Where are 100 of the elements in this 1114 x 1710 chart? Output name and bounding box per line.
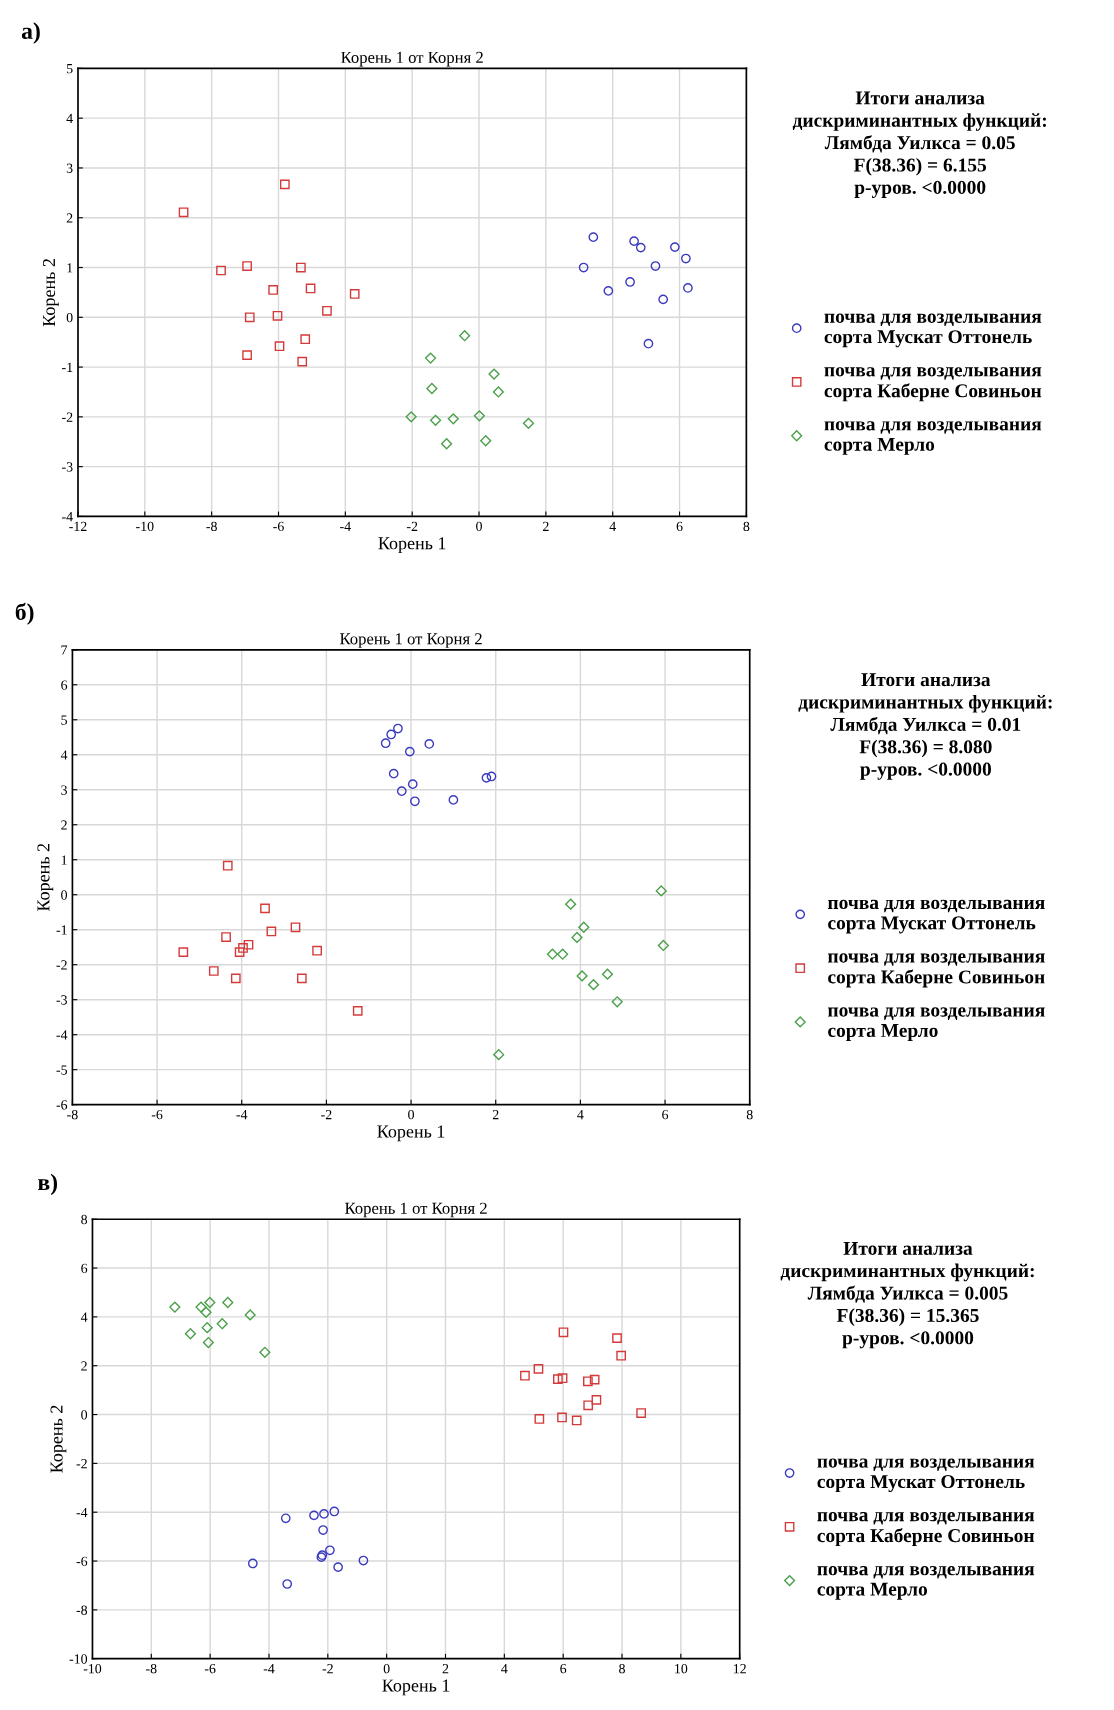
legend-label: почва для возделывания сорта Каберне Совиньон <box>824 367 1042 402</box>
point <box>589 1374 600 1385</box>
point <box>234 947 245 957</box>
x-tick-label: -2 <box>321 1109 332 1120</box>
point <box>259 1346 271 1358</box>
point <box>216 265 226 276</box>
point <box>266 926 277 937</box>
chart-title: Корень 1 от Корня 2 <box>344 1202 487 1218</box>
y-tick-label: 6 <box>61 680 68 690</box>
x-tick-label: 6 <box>662 1109 669 1120</box>
point <box>603 286 614 296</box>
y-tick-label: 0 <box>61 890 68 900</box>
point <box>459 330 471 342</box>
point <box>244 312 255 323</box>
point <box>636 1408 647 1418</box>
point <box>216 1318 228 1330</box>
y-tick-label: 2 <box>66 213 73 223</box>
point <box>601 968 614 980</box>
point <box>319 1509 329 1519</box>
point <box>333 1562 343 1573</box>
point <box>290 922 301 933</box>
point <box>588 232 599 243</box>
y-tick-label: -8 <box>76 1605 88 1615</box>
point <box>429 414 442 426</box>
point <box>571 931 583 944</box>
x-tick-label: 2 <box>492 1109 499 1120</box>
x-tick-label: -4 <box>340 521 351 531</box>
point <box>571 1415 582 1426</box>
legend-label: почва для возделывания сорта Каберне Совиньон <box>817 1511 1035 1547</box>
y-tick-label: -3 <box>56 995 68 1005</box>
point <box>576 970 588 982</box>
y-tick-label: 3 <box>66 163 73 173</box>
point <box>534 1414 545 1424</box>
y-tick-label: 8 <box>81 1214 88 1225</box>
point <box>297 356 308 367</box>
x-tick-label: -12 <box>69 521 87 531</box>
point <box>202 1336 214 1349</box>
y-tick-label: 3 <box>61 785 68 795</box>
point <box>486 771 497 782</box>
point <box>583 1376 593 1387</box>
point <box>410 796 420 807</box>
chart-title: Корень 1 от Корня 2 <box>339 633 482 648</box>
point <box>260 903 270 914</box>
point <box>481 772 492 783</box>
point <box>650 261 661 271</box>
x-axis-title: Корень 1 <box>377 1125 445 1142</box>
point <box>629 236 639 246</box>
y-tick-label: 2 <box>61 820 67 830</box>
y-tick-label: 5 <box>61 715 68 725</box>
legend-label: почва для возделывания сорта Мускат Оттонель <box>824 313 1042 348</box>
y-tick-label: 5 <box>66 64 73 74</box>
point <box>669 242 680 252</box>
point <box>587 979 600 991</box>
text: Итоги анализа дискриминантных функций: Лямбда Уилкса = 0.05 F(38.36) = 6.155 p-уров. <0.0000 <box>792 91 1046 198</box>
point <box>655 885 667 897</box>
point <box>625 277 635 287</box>
point <box>208 966 219 976</box>
point <box>204 1296 216 1309</box>
y-tick-label: -6 <box>56 1100 68 1110</box>
text: Итоги анализа дискриминантных функций: Лямбда Уилкса = 0.01 F(38.36) = 8.080 p-уров. <0.0000 <box>798 673 1052 780</box>
x-tick-label: -8 <box>146 1663 157 1674</box>
point <box>352 1006 363 1016</box>
x-tick-label: 6 <box>560 1664 567 1674</box>
point <box>393 723 403 734</box>
y-tick-label: -10 <box>69 1654 88 1664</box>
point <box>296 973 307 984</box>
text: в) <box>38 1173 58 1196</box>
point <box>522 417 535 429</box>
y-tick-label: -1 <box>62 362 73 372</box>
point <box>612 1333 622 1343</box>
point <box>349 289 360 299</box>
point <box>611 996 623 1008</box>
x-tick-label: 2 <box>543 521 549 531</box>
legend-label: почва для возделывания сорта Мерло <box>817 1566 1035 1600</box>
point <box>683 283 693 293</box>
point <box>520 1370 530 1381</box>
x-axis-title: Корень 1 <box>378 537 446 554</box>
y-tick-label: 4 <box>60 750 68 760</box>
point <box>325 1545 335 1556</box>
point <box>565 898 577 910</box>
text: Итоги анализа дискриминантных функций: Лямбда Уилкса = 0.005 F(38.36) = 15.365 p-уров. <0.0000 <box>780 1241 1034 1349</box>
point <box>221 932 231 942</box>
y-tick-label: 4 <box>66 113 73 123</box>
point <box>681 253 691 264</box>
point <box>386 729 397 740</box>
point <box>533 1364 544 1374</box>
x-tick-label: 4 <box>501 1664 508 1674</box>
point <box>424 739 435 749</box>
x-tick-label: 0 <box>383 1663 390 1674</box>
point <box>282 1579 293 1589</box>
x-tick-label: 10 <box>675 1663 688 1674</box>
point <box>268 285 279 295</box>
point <box>658 294 669 305</box>
point <box>553 1374 563 1385</box>
point <box>195 1301 207 1313</box>
x-tick-label: 0 <box>408 1109 415 1120</box>
x-tick-label: 8 <box>743 521 750 532</box>
y-tick-label: -6 <box>76 1556 88 1566</box>
y-tick-label: 4 <box>80 1312 88 1322</box>
point <box>300 334 311 345</box>
